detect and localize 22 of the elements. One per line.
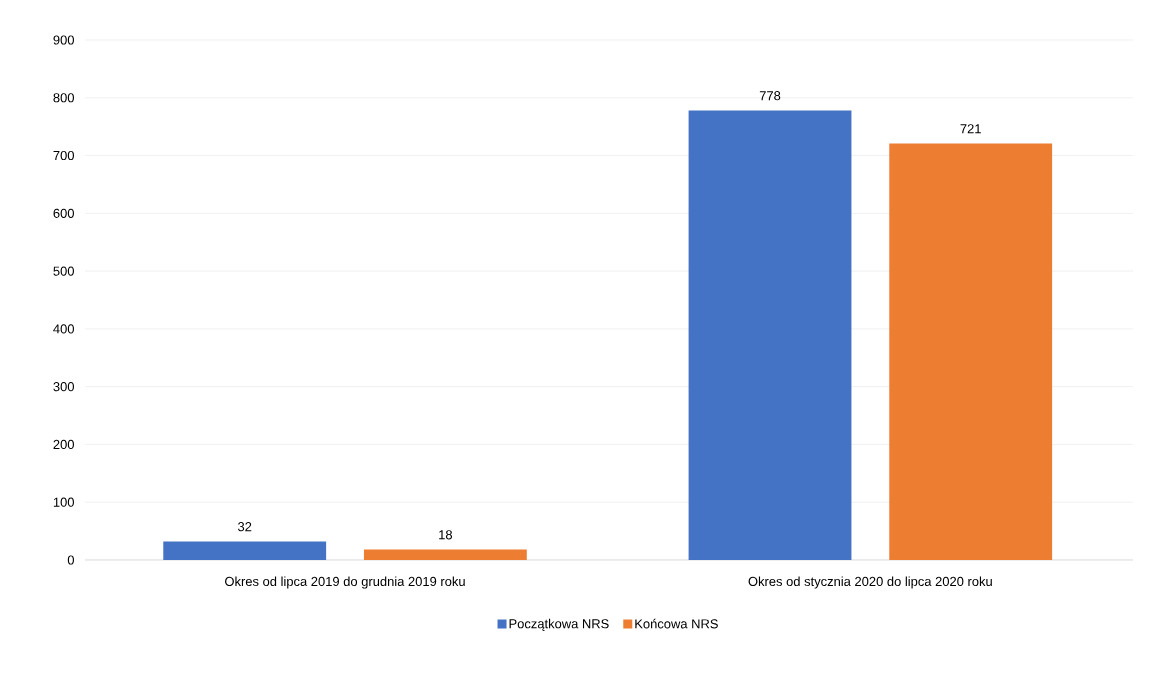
legend-label: Końcowa NRS bbox=[635, 618, 718, 629]
y-tick-label: 500 bbox=[53, 266, 74, 276]
data-label: 32 bbox=[238, 522, 252, 532]
y-tick-label: 0 bbox=[67, 555, 74, 565]
bar bbox=[889, 143, 1053, 560]
y-tick-label: 100 bbox=[53, 497, 74, 507]
y-tick-label: 400 bbox=[53, 324, 74, 334]
y-tick-label: 700 bbox=[53, 150, 74, 161]
legend-label: Początkowa NRS bbox=[509, 618, 609, 631]
data-label: 18 bbox=[439, 530, 453, 540]
bar bbox=[688, 110, 852, 560]
bar bbox=[163, 541, 327, 560]
x-tick-label: Okres od stycznia 2020 do lipca 2020 roku bbox=[748, 576, 992, 589]
data-label: 721 bbox=[960, 124, 981, 134]
y-tick-label: 900 bbox=[53, 35, 74, 45]
data-label: 778 bbox=[759, 91, 781, 101]
x-tick-label: Okres od lipca 2019 do grudnia 2019 roku bbox=[225, 576, 465, 589]
y-tick-label: 600 bbox=[53, 208, 74, 218]
y-tick-label: 300 bbox=[53, 382, 74, 392]
y-tick-label: 200 bbox=[53, 439, 74, 450]
bar bbox=[363, 549, 527, 560]
y-tick-label: 800 bbox=[53, 93, 74, 103]
